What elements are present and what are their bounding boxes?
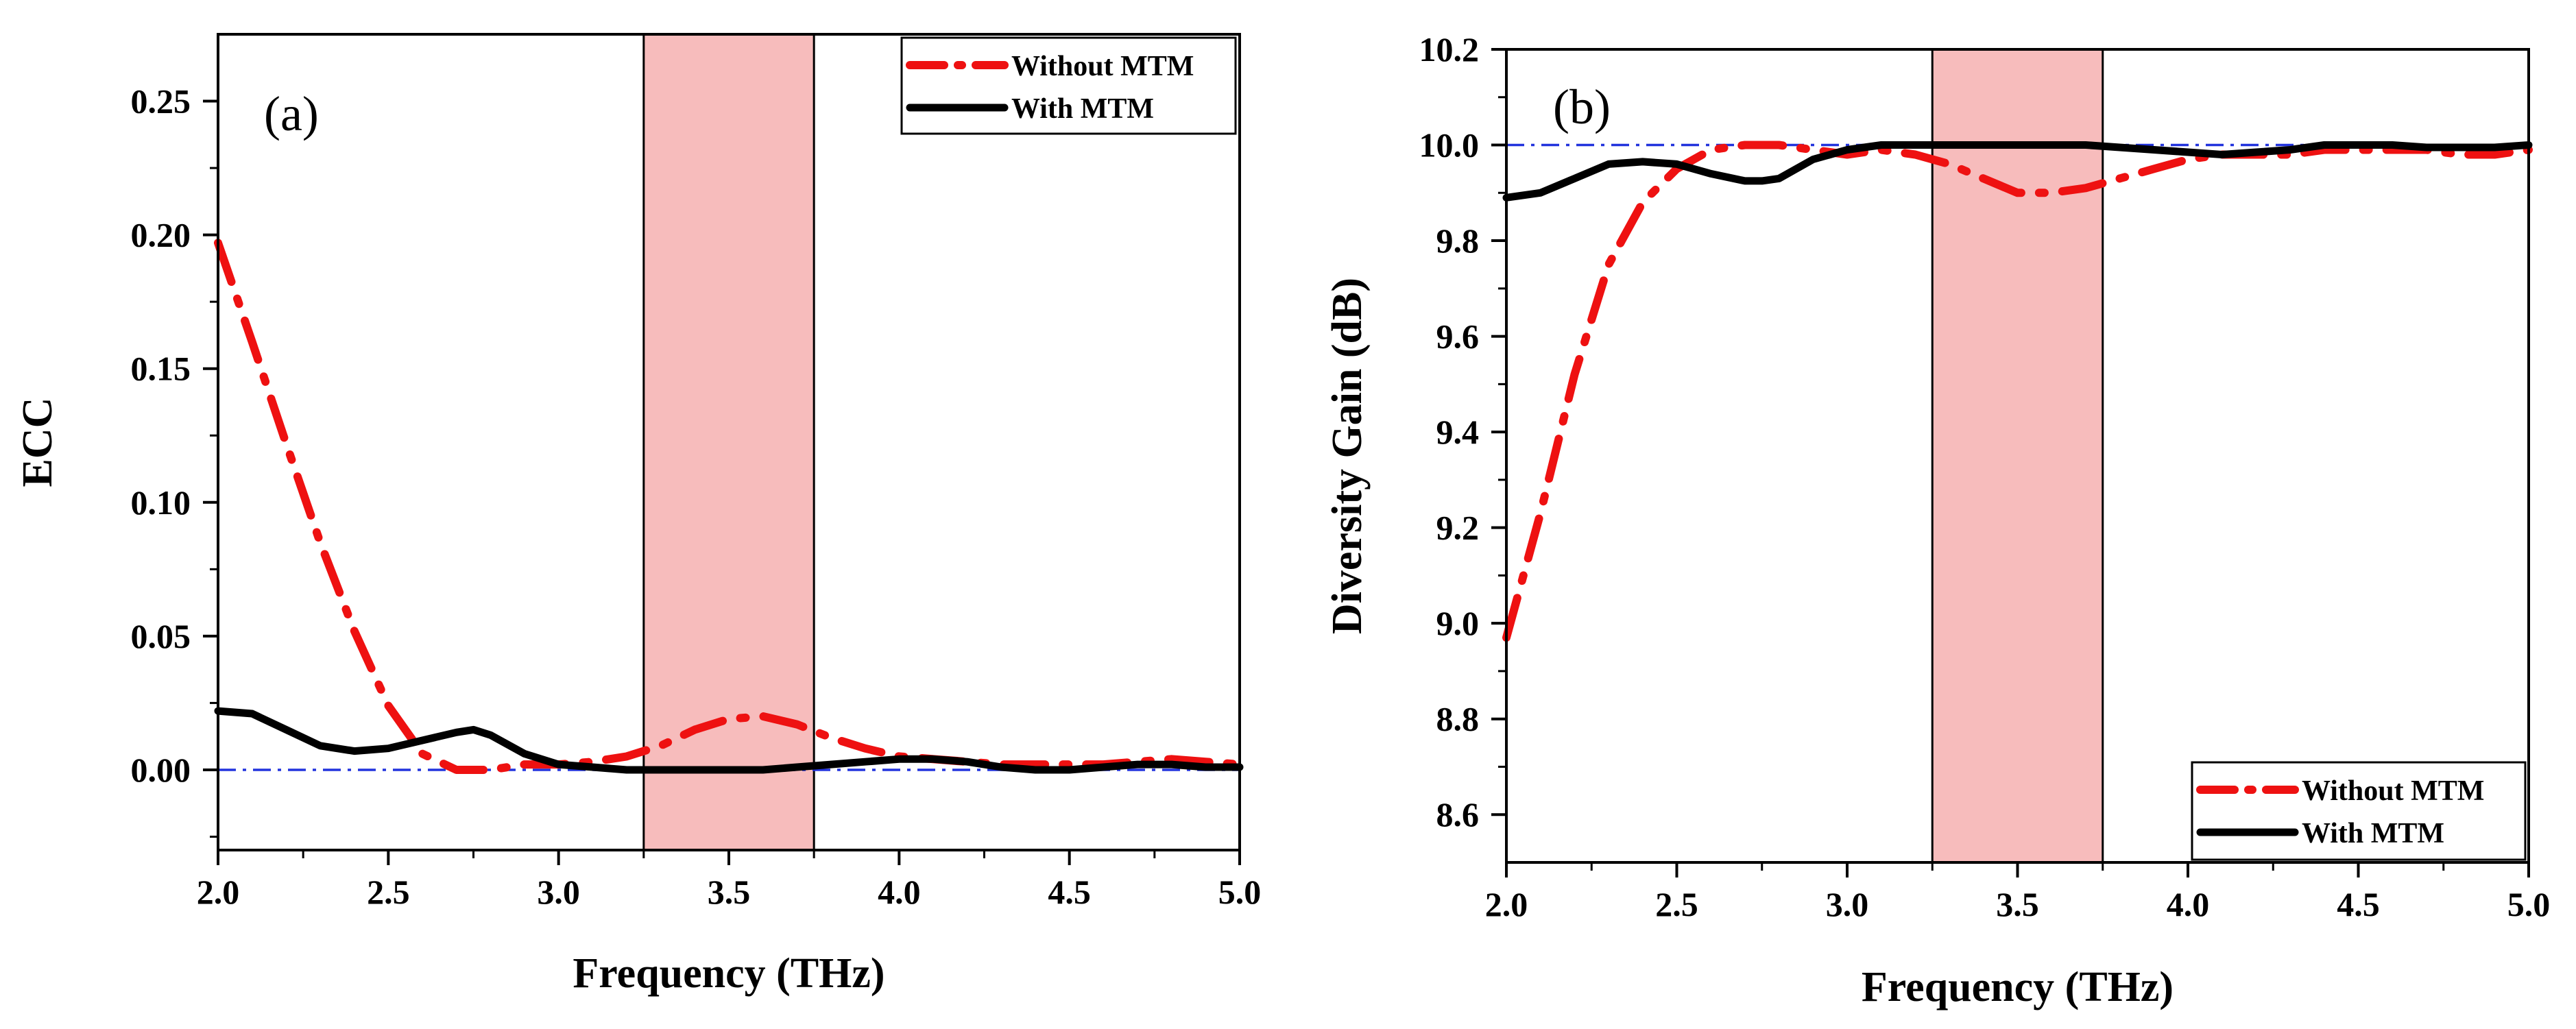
- series-line-without-mtm: [214, 239, 1244, 774]
- y-tick-label: 0.10: [131, 483, 191, 522]
- legend-box: [2191, 761, 2527, 861]
- x-axis-title: Frequency (THz): [573, 950, 884, 997]
- x-tick-label: 2.5: [1655, 885, 1698, 923]
- y-tick-label: 0.15: [131, 350, 191, 388]
- x-tick-label: 2.5: [367, 873, 410, 911]
- y-tick-label: 9.6: [1436, 317, 1480, 356]
- y-tick-label: 10.2: [1419, 30, 1480, 69]
- x-tick-label: 4.5: [2337, 885, 2380, 923]
- y-axis-title: Diversity Gain (dB): [1324, 278, 1371, 634]
- series-line-with-mtm: [214, 707, 1244, 774]
- x-tick-label: 3.0: [1826, 885, 1869, 923]
- y-tick-label: 0.20: [131, 216, 191, 254]
- x-tick-label: 4.0: [878, 873, 921, 911]
- panel-a: 2.0 2.5 3.0 3.5 4.0 4.5 5.0 0.00 0.05 0.10 0.15 0.2…: [14, 33, 1262, 997]
- x-tick-label: 3.5: [1996, 885, 2039, 923]
- x-tick-label: 4.5: [1048, 873, 1091, 911]
- y-axis-title: ECC: [14, 398, 61, 487]
- y-tick-label: 8.8: [1436, 700, 1480, 738]
- legend-label: With MTM: [1011, 93, 1154, 125]
- legend-box: [900, 36, 1237, 135]
- panel-b: 2.0 2.5 3.0 3.5 4.0 4.5 5.0 8.6 8.8 9.0 9.2 9.4 9.6 9…: [1324, 30, 2550, 1010]
- y-tick-label: 9.4: [1436, 413, 1480, 451]
- highlight-band: [1931, 48, 2104, 864]
- legend-label: With MTM: [2302, 818, 2444, 849]
- legend-label: Without MTM: [2302, 775, 2484, 807]
- panel-label: (a): [264, 86, 319, 141]
- x-tick-label: 2.0: [197, 873, 240, 911]
- y-tick-label: 9.2: [1436, 509, 1480, 547]
- x-axis-title: Frequency (THz): [1862, 964, 2174, 1010]
- x-tick-label: 3.0: [537, 873, 580, 911]
- series-line-without-mtm: [1502, 141, 2533, 642]
- y-tick-label: 0.00: [131, 751, 191, 789]
- y-tick-label: 0.25: [131, 82, 191, 121]
- panel-label: (b): [1553, 80, 1611, 134]
- x-tick-label: 3.5: [708, 873, 751, 911]
- y-tick-label: 0.05: [131, 617, 191, 655]
- x-tick-label: 4.0: [2167, 885, 2210, 923]
- y-tick-label: 8.6: [1436, 795, 1480, 834]
- x-tick-label: 2.0: [1485, 885, 1528, 923]
- x-tick-label: 5.0: [2507, 885, 2551, 923]
- series-line-with-mtm: [1502, 141, 2533, 202]
- x-tick-label: 5.0: [1218, 873, 1262, 911]
- y-tick-label: 9.0: [1436, 604, 1480, 642]
- highlight-band: [642, 33, 815, 851]
- legend-label: Without MTM: [1011, 51, 1194, 82]
- y-tick-label: 9.8: [1436, 221, 1480, 260]
- y-tick-label: 10.0: [1419, 126, 1480, 165]
